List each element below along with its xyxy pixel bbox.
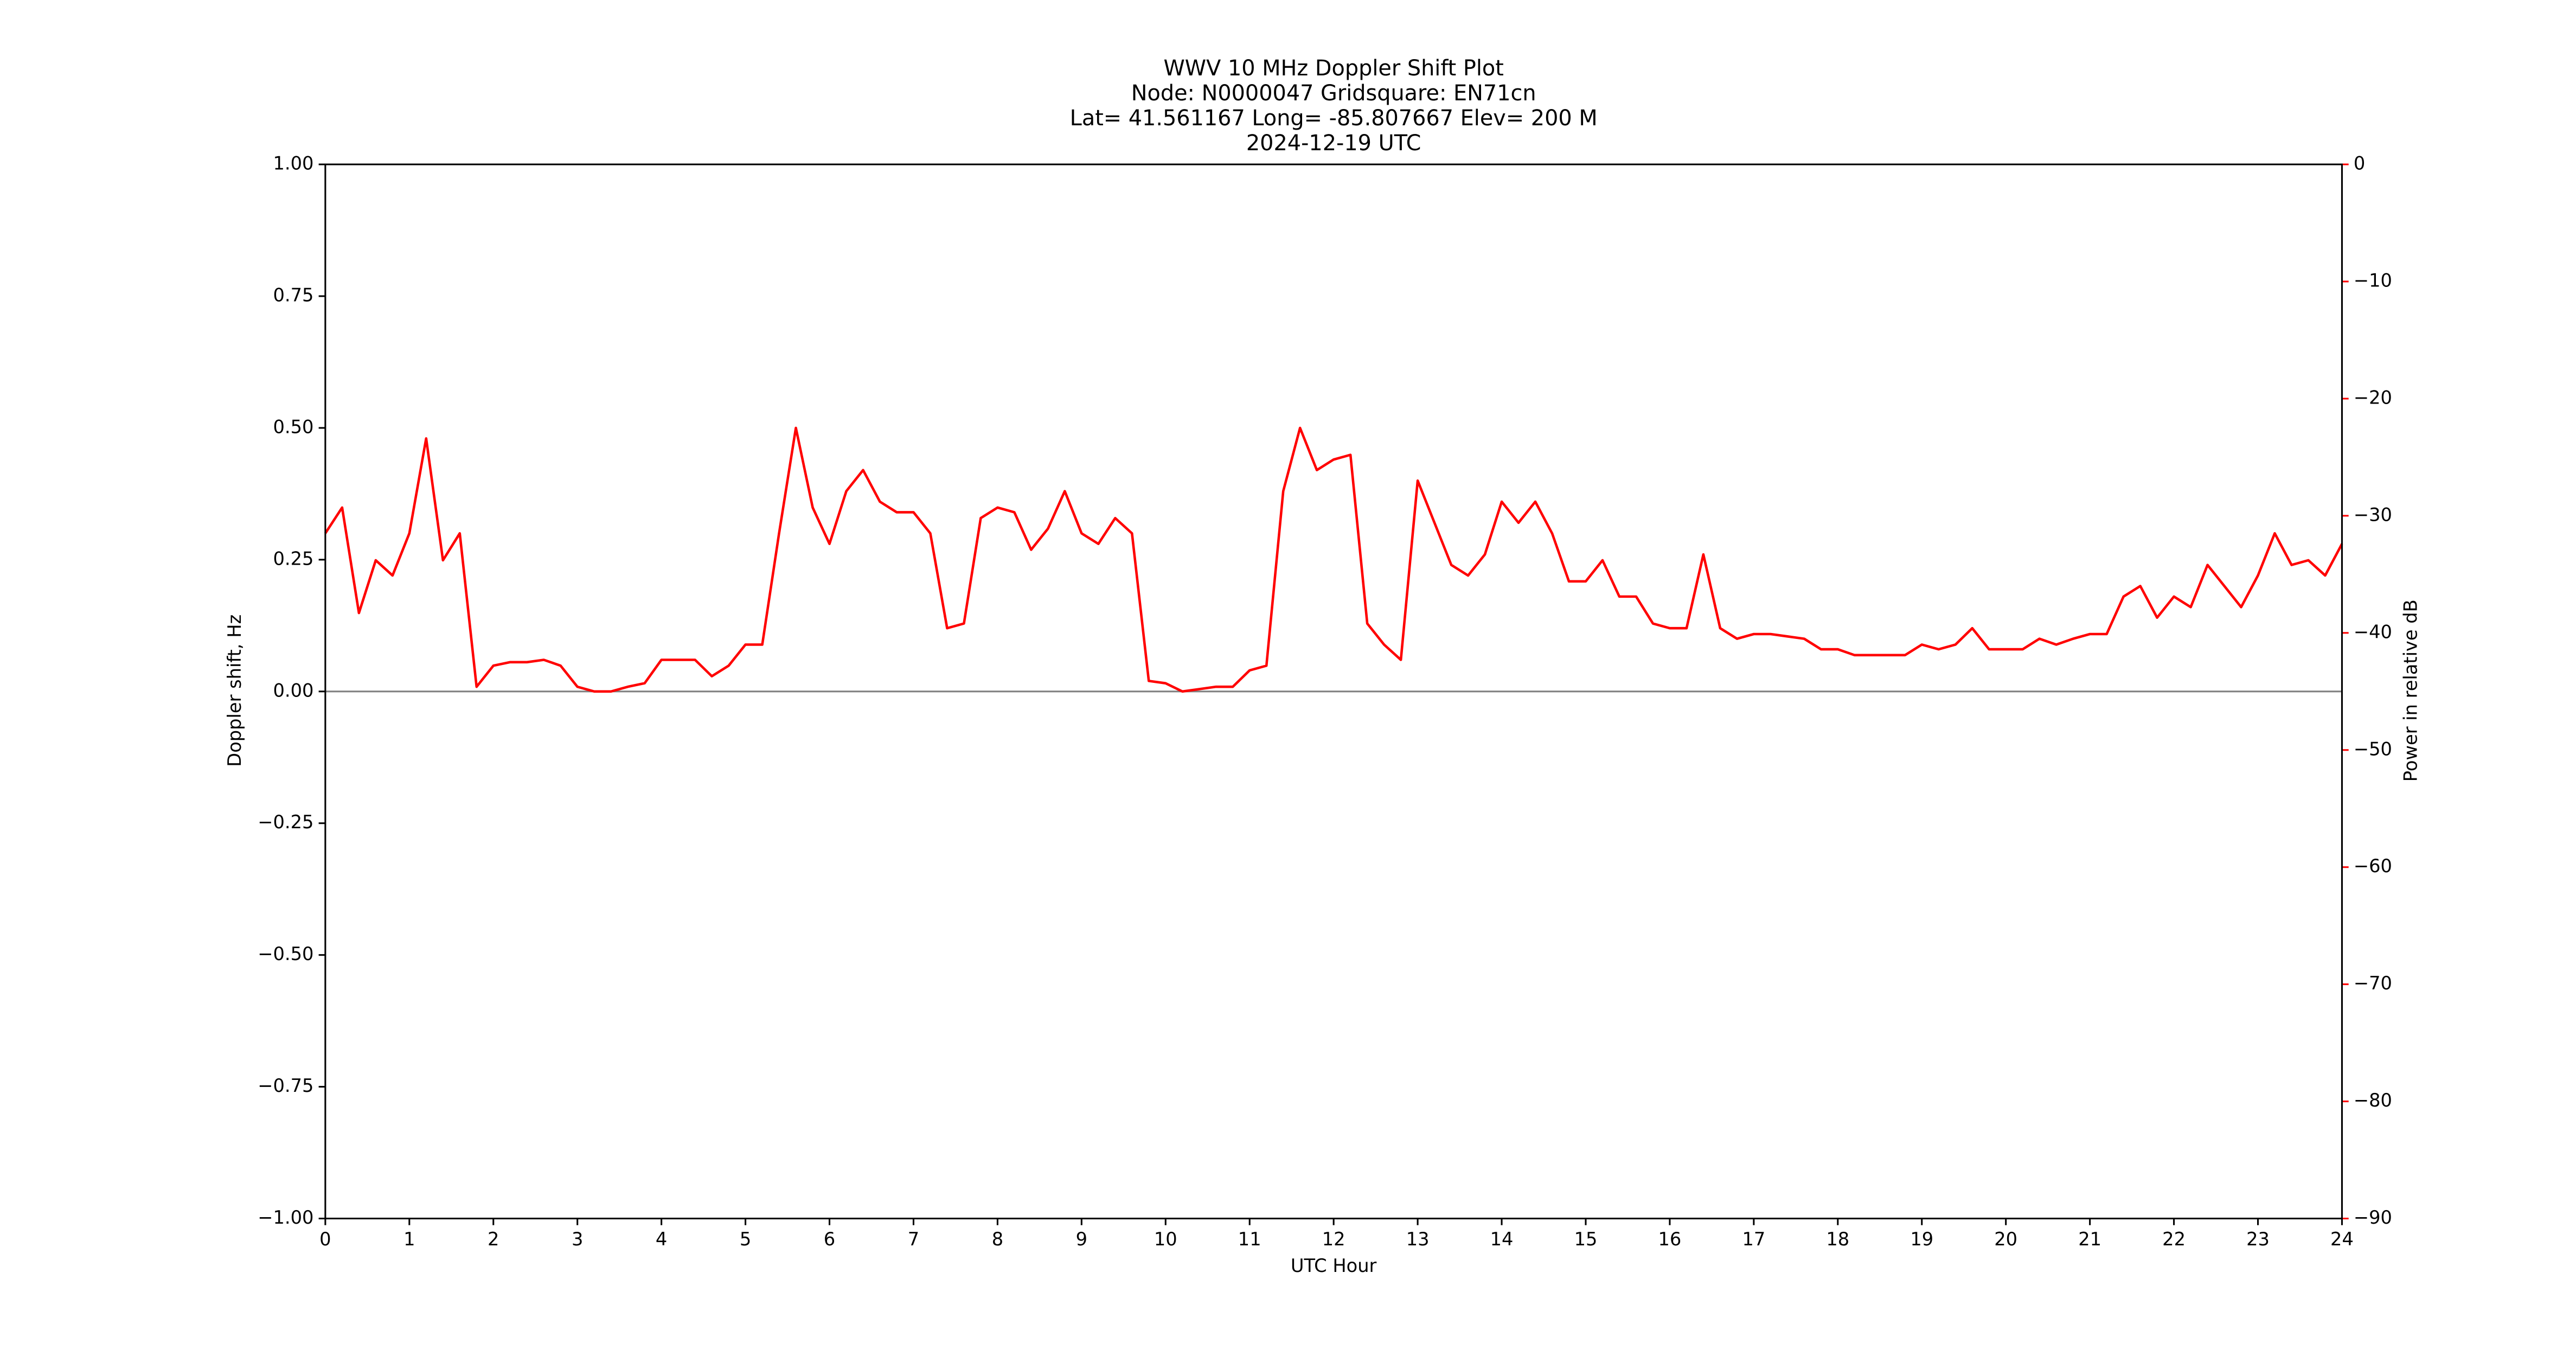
y-tick-label: 0.75 <box>273 284 313 305</box>
y2-tick-label: −20 <box>2354 387 2392 408</box>
x-tick-label: 0 <box>319 1229 331 1250</box>
data-line <box>324 426 2343 693</box>
x-tick-label: 5 <box>740 1229 751 1250</box>
x-tick-label: 7 <box>908 1229 919 1250</box>
x-tick-label: 8 <box>992 1229 1003 1250</box>
y-tick-label: 0.50 <box>273 416 313 437</box>
x-tick-label: 19 <box>1910 1229 1933 1250</box>
x-tick-label: 22 <box>2162 1229 2186 1250</box>
x-tick-label: 12 <box>1322 1229 1345 1250</box>
x-tick-label: 24 <box>2330 1229 2354 1250</box>
y-tick-label: 1.00 <box>273 153 313 174</box>
y2-tick-label: −90 <box>2354 1207 2392 1228</box>
x-tick-label: 11 <box>1238 1229 1261 1250</box>
y2-tick-label: −70 <box>2354 973 2392 994</box>
plot-frame <box>324 163 2343 1220</box>
x-tick-label: 16 <box>1658 1229 1682 1250</box>
y2-tick-label: 0 <box>2354 153 2365 174</box>
y-tick-label: −0.25 <box>258 811 313 833</box>
chart-title: 2024-12-19 UTC <box>1246 131 1421 156</box>
y-tick-label: −1.00 <box>258 1207 313 1228</box>
y2-tick-label: −80 <box>2354 1090 2392 1111</box>
y-tick-label: −0.75 <box>258 1075 313 1096</box>
x-tick-label: 6 <box>824 1229 835 1250</box>
x-tick-label: 23 <box>2246 1229 2270 1250</box>
chart-title: Node: N0000047 Gridsquare: EN71cn <box>1131 81 1536 106</box>
x-tick-label: 2 <box>488 1229 499 1250</box>
y-tick-label: 0.00 <box>273 680 313 701</box>
x-tick-label: 14 <box>1490 1229 1514 1250</box>
x-tick-label: 1 <box>403 1229 415 1250</box>
x-tick-label: 13 <box>1406 1229 1430 1250</box>
y2-tick-label: −40 <box>2354 621 2392 642</box>
y2-tick-label: −60 <box>2354 855 2392 877</box>
y2-tick-label: −30 <box>2354 504 2392 525</box>
y-axis-label: Doppler shift, Hz <box>224 615 245 767</box>
y-tick-label: −0.50 <box>258 943 313 964</box>
y2-axis-label: Power in relative dB <box>2400 599 2421 782</box>
x-tick-label: 21 <box>2078 1229 2101 1250</box>
x-tick-label: 17 <box>1742 1229 1765 1250</box>
x-tick-label: 20 <box>1994 1229 2017 1250</box>
x-tick-label: 9 <box>1076 1229 1087 1250</box>
x-tick-label: 4 <box>656 1229 667 1250</box>
y2-tick-label: −50 <box>2354 738 2392 759</box>
x-tick-label: 18 <box>1826 1229 1849 1250</box>
chart-title: Lat= 41.561167 Long= -85.807667 Elev= 20… <box>1070 106 1598 131</box>
x-tick-label: 3 <box>572 1229 583 1250</box>
x-axis-label: UTC Hour <box>1291 1255 1377 1276</box>
chart-title: WWV 10 MHz Doppler Shift Plot <box>1163 56 1503 81</box>
y-tick-label: 0.25 <box>273 548 313 569</box>
x-tick-label: 15 <box>1574 1229 1598 1250</box>
x-tick-label: 10 <box>1154 1229 1177 1250</box>
y2-tick-label: −10 <box>2354 270 2392 291</box>
